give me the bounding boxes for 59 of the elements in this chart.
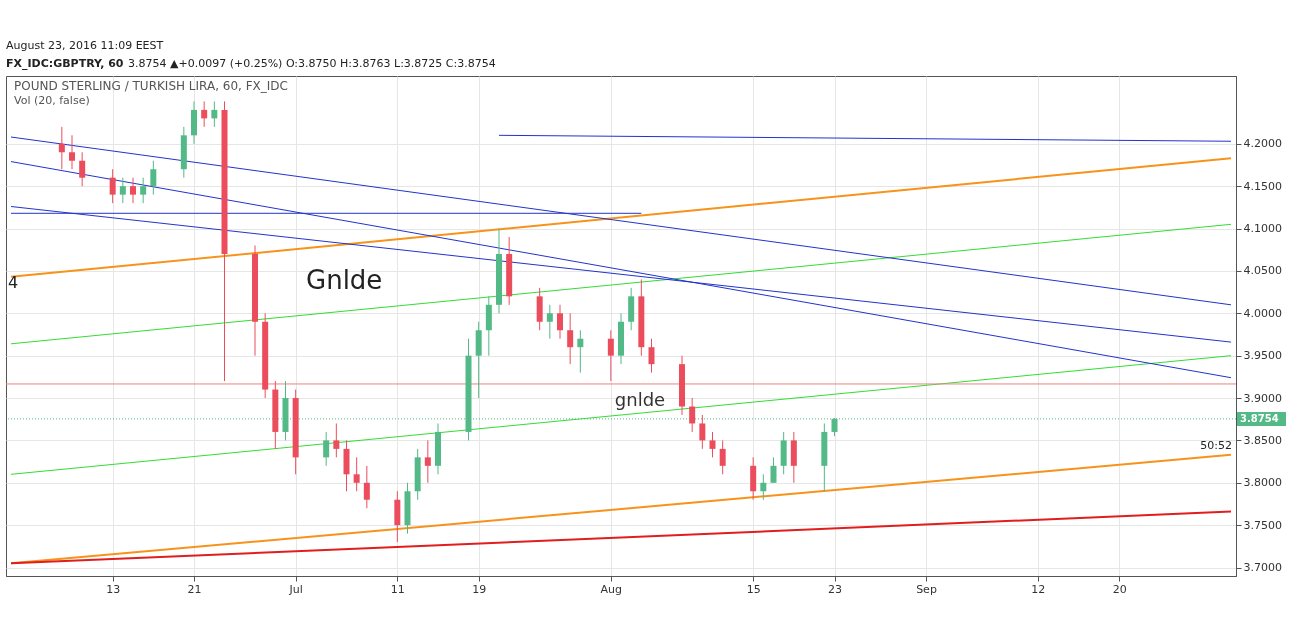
x-tick-label: 12 (1031, 582, 1046, 596)
x-tick-label: 11 (390, 582, 405, 596)
candlestick (607, 329, 614, 382)
chart-subtitle: 3.8754 ▲+0.0097 (+0.25%) O:3.8750 H:3.8763 L:3.8725 C:3.8754 (128, 57, 496, 70)
y-tick-label: 3.8500 (1243, 433, 1282, 447)
y-tick-label: 3.8000 (1243, 476, 1282, 490)
candlestick (719, 439, 726, 475)
annotation: POUND STERLING / TURKISH LIRA, 60, FX_IDC (14, 79, 288, 93)
candlestick (79, 151, 86, 187)
y-tick-label: 4.1000 (1243, 222, 1282, 236)
chart-title: FX_IDC:GBPTRY, 60 (6, 57, 124, 70)
x-tick-label: 15 (746, 582, 761, 596)
annotation: gnlde (614, 389, 666, 410)
candlestick (689, 397, 696, 433)
annotation: 4 (8, 273, 19, 292)
y-tick-label: 4.2000 (1243, 137, 1282, 151)
y-tick-label: 3.9000 (1243, 391, 1282, 405)
candlestick (648, 338, 655, 374)
candlestick (557, 304, 563, 340)
candlestick (760, 473, 767, 501)
candlestick (201, 100, 208, 128)
ref-line-label: 3.8754 (1240, 412, 1279, 424)
y-tick-label: 3.7000 (1243, 561, 1282, 575)
candlestick (323, 431, 330, 467)
annotation: Vol (20, false) (14, 94, 90, 107)
annotation: Gnlde (306, 265, 383, 295)
y-tick-label: 3.7500 (1243, 518, 1282, 532)
y-tick-label: 4.0000 (1243, 306, 1282, 320)
x-tick-label: Jul (288, 582, 303, 596)
candlestick (109, 168, 116, 204)
y-tick-label: 4.0500 (1243, 264, 1282, 278)
y-tick-label: 3.9500 (1243, 349, 1282, 363)
candlestick (211, 100, 218, 128)
x-tick-label: 13 (106, 582, 121, 596)
candlestick (140, 177, 147, 204)
x-tick-label: 19 (472, 582, 487, 596)
candlestick (130, 177, 136, 204)
candlestick (699, 414, 706, 450)
candlestick (709, 431, 716, 458)
candlestick (567, 312, 574, 365)
y-tick-label: 4.1500 (1243, 179, 1282, 193)
text: August 23, 2016 11:09 EEST (6, 39, 164, 52)
x-tick-label: 23 (828, 582, 842, 596)
candlestick (353, 456, 360, 492)
x-tick-label: 21 (187, 582, 202, 596)
candlestick (119, 177, 126, 204)
candlestick (424, 439, 431, 484)
candlestick (58, 126, 65, 170)
candlestick (69, 134, 75, 170)
candlestick (546, 304, 553, 340)
candlestick (770, 456, 777, 484)
candlestick (333, 422, 340, 458)
annotation: 50:52 (1200, 439, 1232, 452)
candlestick (363, 465, 370, 509)
candlestick (150, 160, 157, 196)
x-tick-label: 20 (1112, 582, 1127, 596)
x-tick-label: Sep (916, 582, 937, 596)
candlestick (577, 329, 584, 374)
x-tick-label: Aug (600, 582, 623, 596)
